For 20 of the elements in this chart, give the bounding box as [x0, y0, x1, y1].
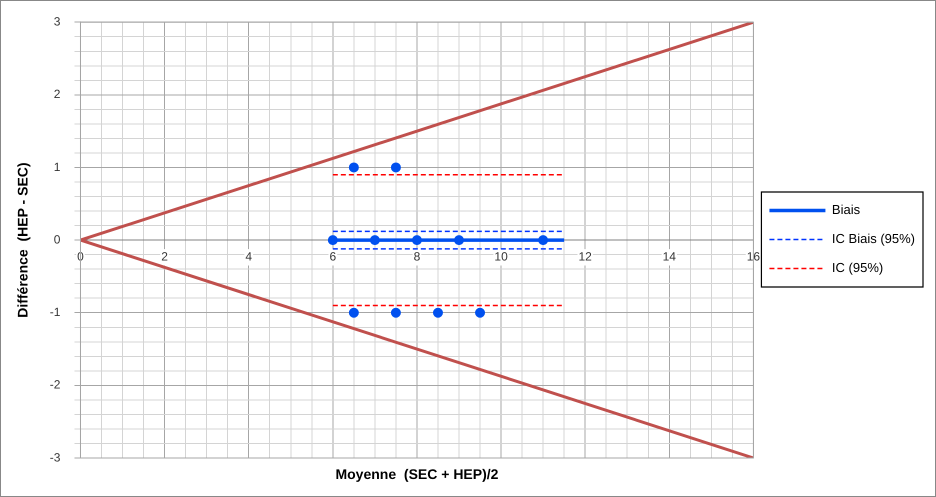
x-tick-label: 12	[578, 250, 592, 264]
x-tick-label: 10	[494, 250, 508, 264]
y-tick-label: 2	[54, 87, 61, 102]
x-tick-label: 14	[662, 250, 676, 264]
y-tick-label: -1	[50, 305, 61, 320]
y-tick-label: 1	[54, 160, 61, 174]
y-axis-title: Différence (HEP - SEC)	[14, 162, 30, 318]
x-tick-label: 4	[245, 250, 252, 264]
y-tick-label: -3	[50, 450, 61, 464]
legend-label: IC Biais (95%)	[832, 231, 915, 246]
x-tick-label: 16	[746, 250, 760, 264]
legend-label: Biais	[832, 202, 861, 218]
y-tick-label: -2	[50, 378, 61, 392]
y-tick-label: 3	[54, 14, 61, 29]
x-tick-label: 2	[161, 250, 168, 264]
x-axis-title: Moyenne (SEC + HEP)/2	[335, 466, 499, 482]
legend-label: IC (95%)	[832, 260, 884, 276]
x-tick-label: 8	[414, 250, 421, 264]
x-tick-label: 6	[329, 250, 336, 264]
y-tick-label: 0	[54, 232, 61, 246]
